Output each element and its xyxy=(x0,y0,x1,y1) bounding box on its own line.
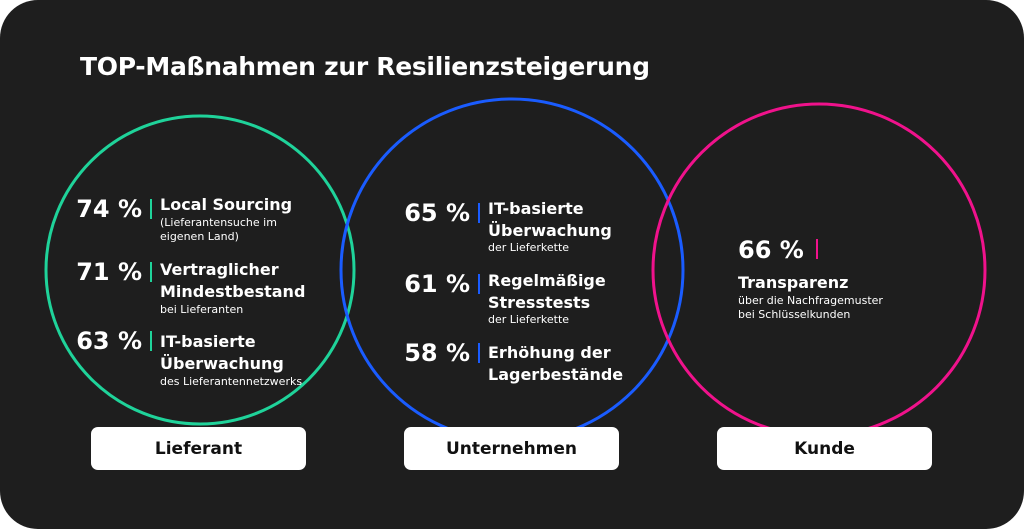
unternehmen-stat-2-title: Stresstests xyxy=(488,293,591,312)
lieferant-stat-2-title: Vertraglicher xyxy=(160,260,279,279)
unternehmen-stat-3-value: 58 % xyxy=(404,339,470,367)
lieferant-label: Lieferant xyxy=(91,427,306,470)
unternehmen-stat-1-value: 65 % xyxy=(404,199,470,227)
lieferant-stat-1-bar xyxy=(150,199,152,219)
lieferant-stat-3-title: IT-basierte xyxy=(160,332,256,351)
unternehmen-stat-2-value: 61 % xyxy=(404,270,470,298)
kunde-stat-1-bar xyxy=(816,239,818,259)
lieferant-stat-1-title: Local Sourcing xyxy=(160,195,293,214)
lieferant-stat-2-bar xyxy=(150,262,152,282)
unternehmen-label: Unternehmen xyxy=(404,427,619,470)
lieferant-stat-1-value: 74 % xyxy=(76,195,142,223)
lieferant-stat-2-title: Mindestbestand xyxy=(160,282,306,301)
unternehmen-stat-2-bar xyxy=(478,274,480,294)
kunde-stat-1-value: 66 % xyxy=(738,236,804,264)
kunde-stat-1-subtitle: über die Nachfragemuster xyxy=(738,294,883,307)
lieferant-stat-1-subtitle: eigenen Land) xyxy=(160,230,239,243)
page-title: TOP-Maßnahmen zur Resilienzsteigerung xyxy=(80,52,650,81)
unternehmen-stat-1-bar xyxy=(478,203,480,223)
lieferant-stat-3-bar xyxy=(150,331,152,351)
lieferant-stat-2-subtitle: bei Lieferanten xyxy=(160,303,244,316)
unternehmen-stat-1-subtitle: der Lieferkette xyxy=(488,241,570,254)
unternehmen-stat-3-title: Lagerbestände xyxy=(488,365,624,384)
unternehmen-stat-2-subtitle: der Lieferkette xyxy=(488,313,570,326)
kunde-label: Kunde xyxy=(717,427,932,470)
unternehmen-stat-1-title: Überwachung xyxy=(488,221,612,240)
kunde-stat-1-title: Transparenz xyxy=(738,273,849,292)
unternehmen-stat-2-title: Regelmäßige xyxy=(488,271,606,290)
lieferant-stat-3-value: 63 % xyxy=(76,327,142,355)
unternehmen-stat-3-bar xyxy=(478,343,480,363)
lieferant-stat-3-subtitle: des Lieferantennetzwerks xyxy=(160,375,303,388)
lieferant-stat-1-subtitle: (Lieferantensuche im xyxy=(160,216,277,229)
lieferant-stat-3-title: Überwachung xyxy=(160,354,284,373)
unternehmen-stat-1-title: IT-basierte xyxy=(488,199,584,218)
kunde-stat-1-subtitle: bei Schlüsselkunden xyxy=(738,308,851,321)
kunde-circle xyxy=(651,102,987,438)
lieferant-stat-2-value: 71 % xyxy=(76,258,142,286)
unternehmen-stat-3-title: Erhöhung der xyxy=(488,343,611,362)
lieferant-circle xyxy=(44,114,356,426)
